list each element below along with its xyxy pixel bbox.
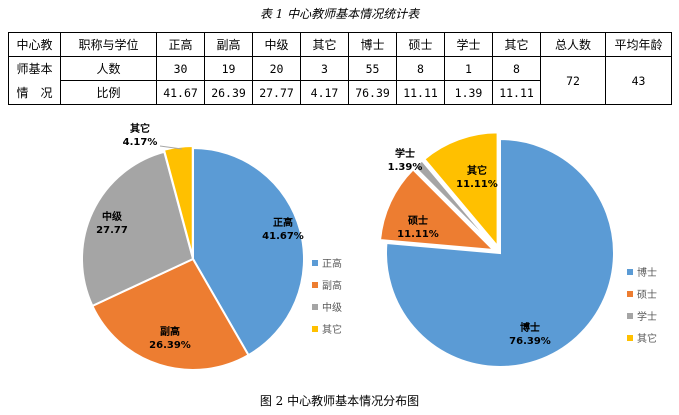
header-cell: 硕士 [396, 32, 445, 57]
pie-slice [162, 145, 194, 258]
pie-slice [91, 257, 250, 371]
count-cell: 30 [156, 56, 205, 81]
ratio-cell: 26.39 [204, 80, 253, 105]
header-cell: 职称与学位 [60, 32, 157, 57]
count-cell: 8 [492, 56, 541, 81]
slice-label-category: 学士 [395, 147, 415, 160]
slice-label-category: 副高 [160, 325, 180, 338]
ratio-cell: 1.39 [444, 80, 493, 105]
header-cell: 副高 [204, 32, 253, 57]
ratio-cell: 27.77 [252, 80, 301, 105]
legend-swatch [627, 335, 633, 341]
legend-label: 其它 [637, 332, 657, 345]
header-cell: 其它 [492, 32, 541, 57]
legend-swatch [627, 269, 633, 275]
legend-swatch [312, 260, 318, 266]
table-caption: 表 1 中心教师基本情况统计表 [259, 7, 420, 21]
count-label: 人数 [60, 56, 157, 81]
header-cell: 正高 [156, 32, 205, 57]
slice-label-category: 正高 [273, 216, 293, 229]
slice-label-value: 41.67% [262, 231, 304, 242]
count-cell: 8 [396, 56, 445, 81]
slice-label-value: 11.11% [397, 229, 439, 240]
legend-label: 学士 [637, 310, 657, 323]
slice-label-category: 其它 [130, 122, 150, 135]
row-head-line-1: 中心教 [8, 32, 61, 57]
legend-label: 其它 [322, 323, 342, 336]
avg-age-cell: 43 [605, 56, 672, 105]
row-head-line-2: 师基本 [8, 56, 61, 81]
pie-slice [192, 146, 305, 357]
ratio-row: 情 况 比例 41.67 26.39 27.77 4.17 76.39 11.1… [8, 80, 672, 105]
header-cell: 博士 [348, 32, 397, 57]
legend-swatch [312, 326, 318, 332]
pie-slice [413, 159, 497, 249]
slice-label-value: 11.11% [456, 179, 498, 190]
pie-slice [422, 131, 499, 250]
slice-label-category: 中级 [102, 210, 123, 223]
legend-label: 副高 [322, 279, 342, 292]
slice-label-value: 27.77 [96, 225, 128, 236]
pie-slice [81, 150, 195, 308]
legend-swatch [627, 291, 633, 297]
legend-swatch [627, 313, 633, 319]
leader-line [159, 145, 183, 150]
ratio-cell: 11.11 [492, 80, 541, 105]
legend-label: 博士 [637, 266, 657, 279]
ratio-label: 比例 [60, 80, 157, 105]
teacher-stats-table: 中心教 职称与学位 正高 副高 中级 其它 博士 硕士 学士 其它 总人数 平均… [8, 32, 672, 105]
slice-label-value: 4.17% [123, 137, 158, 148]
pie-slice [379, 168, 497, 252]
legend-label: 正高 [322, 257, 342, 270]
slice-label-value: 1.39% [388, 162, 423, 173]
slice-label-value: 76.39% [509, 336, 551, 347]
header-cell: 平均年龄 [605, 32, 672, 57]
slice-label-value: 26.39% [149, 340, 191, 351]
table-header-row: 中心教 职称与学位 正高 副高 中级 其它 博士 硕士 学士 其它 总人数 平均… [8, 32, 672, 57]
legend-label: 中级 [322, 301, 342, 314]
legend-label: 硕士 [637, 288, 657, 301]
legend-swatch [312, 304, 318, 310]
total-cell: 72 [540, 56, 606, 105]
pie-slice [385, 137, 615, 368]
ratio-cell: 76.39 [348, 80, 397, 105]
slice-label-category: 硕士 [408, 214, 428, 227]
ratio-cell: 41.67 [156, 80, 205, 105]
slice-label-category: 其它 [467, 164, 487, 177]
legend-swatch [312, 282, 318, 288]
row-head-line-3: 情 况 [8, 80, 61, 105]
figure-caption: 图 2 中心教师基本情况分布图 [259, 394, 420, 408]
header-cell: 总人数 [540, 32, 606, 57]
slice-label-category: 博士 [520, 321, 540, 334]
ratio-cell: 4.17 [300, 80, 349, 105]
